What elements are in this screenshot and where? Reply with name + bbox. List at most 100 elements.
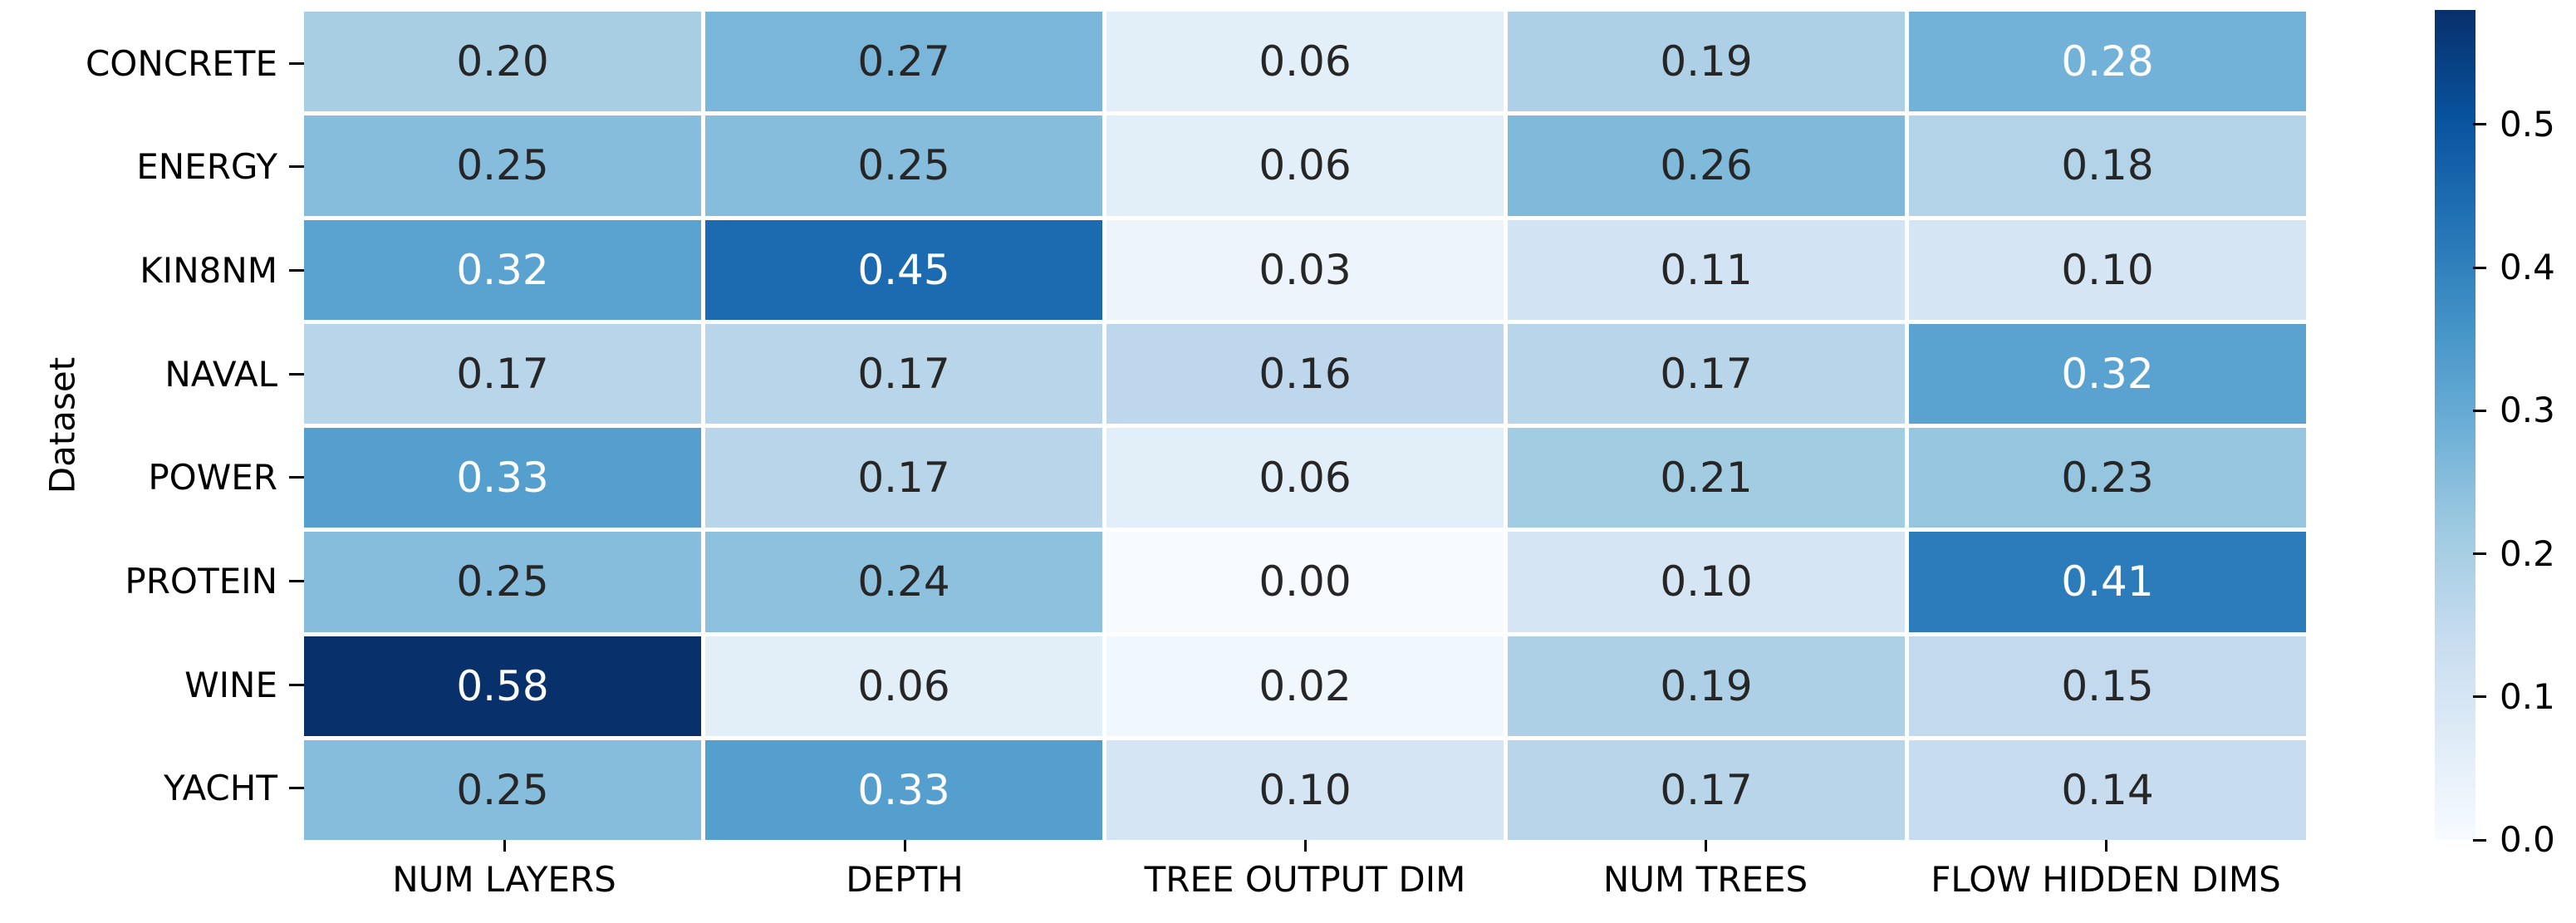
y-tick-yacht: YACHT bbox=[0, 736, 304, 840]
x-tick-mark bbox=[903, 840, 906, 852]
y-tick-label: KIN8NM bbox=[140, 250, 277, 292]
colorbar-tick-mark bbox=[2473, 838, 2486, 842]
y-tick-mark bbox=[289, 579, 304, 582]
y-tick-naval: NAVAL bbox=[0, 322, 304, 426]
colorbar-tick-mark bbox=[2473, 695, 2486, 699]
heatmap-cell-concrete-num-trees: 0.19 bbox=[1508, 12, 1905, 112]
y-tick-kin8nm: KIN8NM bbox=[0, 218, 304, 322]
heatmap-cell-wine-flow-hidden-dims: 0.15 bbox=[1909, 636, 2306, 736]
y-tick-mark bbox=[289, 683, 304, 686]
y-tick-mark bbox=[289, 61, 304, 65]
colorbar: 0.0 0.1 0.2 0.3 0.4 0.5 bbox=[2435, 10, 2555, 857]
heatmap-cell-yacht-flow-hidden-dims: 0.14 bbox=[1909, 739, 2306, 840]
colorbar-tick-0.5: 0.5 bbox=[2473, 103, 2555, 145]
heatmap-cell-power-num-layers: 0.33 bbox=[304, 428, 701, 528]
x-tick-mark bbox=[503, 840, 506, 852]
y-tick-mark bbox=[289, 787, 304, 790]
heatmap-cell-wine-num-trees: 0.19 bbox=[1508, 636, 1905, 736]
colorbar-tick-0.3: 0.3 bbox=[2473, 390, 2555, 431]
x-tick-label: DEPTH bbox=[846, 859, 964, 900]
y-tick-power: POWER bbox=[0, 426, 304, 530]
heatmap-cell-concrete-flow-hidden-dims: 0.28 bbox=[1909, 12, 2306, 112]
heatmap-cell-energy-tree-output-dim: 0.06 bbox=[1106, 115, 1504, 216]
x-tick-num-layers: NUM LAYERS bbox=[304, 840, 704, 920]
y-tick-label: POWER bbox=[148, 457, 277, 498]
y-tick-label: CONCRETE bbox=[85, 42, 277, 84]
x-tick-depth: DEPTH bbox=[704, 840, 1105, 920]
heatmap-cell-power-tree-output-dim: 0.06 bbox=[1106, 428, 1504, 528]
heatmap-cell-yacht-num-layers: 0.25 bbox=[304, 739, 701, 840]
x-tick-label: NUM TREES bbox=[1602, 859, 1808, 900]
heatmap-cell-kin8nm-flow-hidden-dims: 0.10 bbox=[1909, 219, 2306, 320]
y-tick-label: NAVAL bbox=[164, 353, 277, 395]
colorbar-tick-label: 0.2 bbox=[2500, 533, 2555, 574]
heatmap-cell-wine-num-layers: 0.58 bbox=[304, 636, 701, 736]
y-tick-energy: ENERGY bbox=[0, 115, 304, 219]
y-tick-mark bbox=[289, 269, 304, 272]
heatmap-cell-energy-depth: 0.25 bbox=[705, 115, 1102, 216]
heatmap-cell-naval-num-trees: 0.17 bbox=[1508, 323, 1905, 424]
heatmap-cell-protein-flow-hidden-dims: 0.41 bbox=[1909, 532, 2306, 632]
x-tick-mark bbox=[1303, 840, 1307, 852]
y-tick-mark bbox=[289, 165, 304, 169]
heatmap-cell-concrete-tree-output-dim: 0.06 bbox=[1106, 12, 1504, 112]
x-tick-label: TREE OUTPUT DIM bbox=[1144, 859, 1466, 900]
heatmap-cell-protein-tree-output-dim: 0.00 bbox=[1106, 532, 1504, 632]
x-tick-flow-hidden-dims: FLOW HIDDEN DIMS bbox=[1906, 840, 2306, 920]
heatmap-cell-kin8nm-depth: 0.45 bbox=[705, 219, 1102, 320]
heatmap-cell-energy-num-layers: 0.25 bbox=[304, 115, 701, 216]
heatmap-cell-concrete-depth: 0.27 bbox=[705, 12, 1102, 112]
heatmap-cell-naval-num-layers: 0.17 bbox=[304, 323, 701, 424]
x-tick-mark bbox=[1704, 840, 1707, 852]
colorbar-tick-0.0: 0.0 bbox=[2473, 819, 2555, 860]
x-tick-mark bbox=[2104, 840, 2107, 852]
colorbar-tick-0.2: 0.2 bbox=[2473, 533, 2555, 574]
colorbar-tick-0.4: 0.4 bbox=[2473, 247, 2555, 288]
y-tick-mark bbox=[289, 476, 304, 479]
heatmap-cell-kin8nm-num-layers: 0.32 bbox=[304, 219, 701, 320]
heatmap-cell-protein-num-layers: 0.25 bbox=[304, 532, 701, 632]
colorbar-tick-label: 0.1 bbox=[2500, 675, 2555, 717]
heatmap-cell-energy-num-trees: 0.26 bbox=[1508, 115, 1905, 216]
y-tick-concrete: CONCRETE bbox=[0, 12, 304, 115]
heatmap-cell-protein-num-trees: 0.10 bbox=[1508, 532, 1905, 632]
y-tick-label: WINE bbox=[184, 664, 277, 705]
heatmap-cell-concrete-num-layers: 0.20 bbox=[304, 12, 701, 112]
heatmap-cell-power-num-trees: 0.21 bbox=[1508, 428, 1905, 528]
heatmap-cell-wine-tree-output-dim: 0.02 bbox=[1106, 636, 1504, 736]
heatmap-cell-naval-tree-output-dim: 0.16 bbox=[1106, 323, 1504, 424]
colorbar-tick-label: 0.4 bbox=[2500, 247, 2555, 288]
colorbar-tick-0.1: 0.1 bbox=[2473, 675, 2555, 717]
colorbar-tick-label: 0.3 bbox=[2500, 390, 2555, 431]
heatmap-cell-wine-depth: 0.06 bbox=[705, 636, 1102, 736]
x-tick-tree-output-dim: TREE OUTPUT DIM bbox=[1105, 840, 1505, 920]
heatmap-cell-kin8nm-num-trees: 0.11 bbox=[1508, 219, 1905, 320]
heatmap-cell-kin8nm-tree-output-dim: 0.03 bbox=[1106, 219, 1504, 320]
colorbar-tick-mark bbox=[2473, 409, 2486, 412]
colorbar-tick-mark bbox=[2473, 123, 2486, 126]
x-tick-label: NUM LAYERS bbox=[392, 859, 616, 900]
heatmap-cell-naval-depth: 0.17 bbox=[705, 323, 1102, 424]
heatmap-cell-yacht-tree-output-dim: 0.10 bbox=[1106, 739, 1504, 840]
y-tick-wine: WINE bbox=[0, 633, 304, 737]
y-axis-tick-labels: CONCRETE ENERGY KIN8NM NAVAL POWER PROTEIN WIN… bbox=[0, 12, 304, 840]
colorbar-tick-mark bbox=[2473, 266, 2486, 269]
y-tick-label: PROTEIN bbox=[125, 560, 277, 601]
heatmap-cell-yacht-depth: 0.33 bbox=[705, 739, 1102, 840]
x-axis-tick-labels: NUM LAYERS DEPTH TREE OUTPUT DIM NUM TREES F… bbox=[304, 840, 2306, 920]
colorbar-tick-label: 0.0 bbox=[2500, 819, 2555, 860]
y-tick-protein: PROTEIN bbox=[0, 529, 304, 633]
heatmap-cell-power-depth: 0.17 bbox=[705, 428, 1102, 528]
heatmap-cell-naval-flow-hidden-dims: 0.32 bbox=[1909, 323, 2306, 424]
x-tick-num-trees: NUM TREES bbox=[1505, 840, 1906, 920]
heatmap-cell-energy-flow-hidden-dims: 0.18 bbox=[1909, 115, 2306, 216]
heatmap-cell-power-flow-hidden-dims: 0.23 bbox=[1909, 428, 2306, 528]
y-tick-mark bbox=[289, 372, 304, 376]
y-tick-label: ENERGY bbox=[136, 146, 277, 188]
colorbar-tick-label: 0.5 bbox=[2500, 103, 2555, 145]
heatmap-cell-yacht-num-trees: 0.17 bbox=[1508, 739, 1905, 840]
heatmap-grid: 0.20 0.27 0.06 0.19 0.28 0.25 0.25 0.06 0.26 0.18… bbox=[304, 12, 2306, 840]
colorbar-tick-mark bbox=[2473, 552, 2486, 556]
heatmap-cell-protein-depth: 0.24 bbox=[705, 532, 1102, 632]
